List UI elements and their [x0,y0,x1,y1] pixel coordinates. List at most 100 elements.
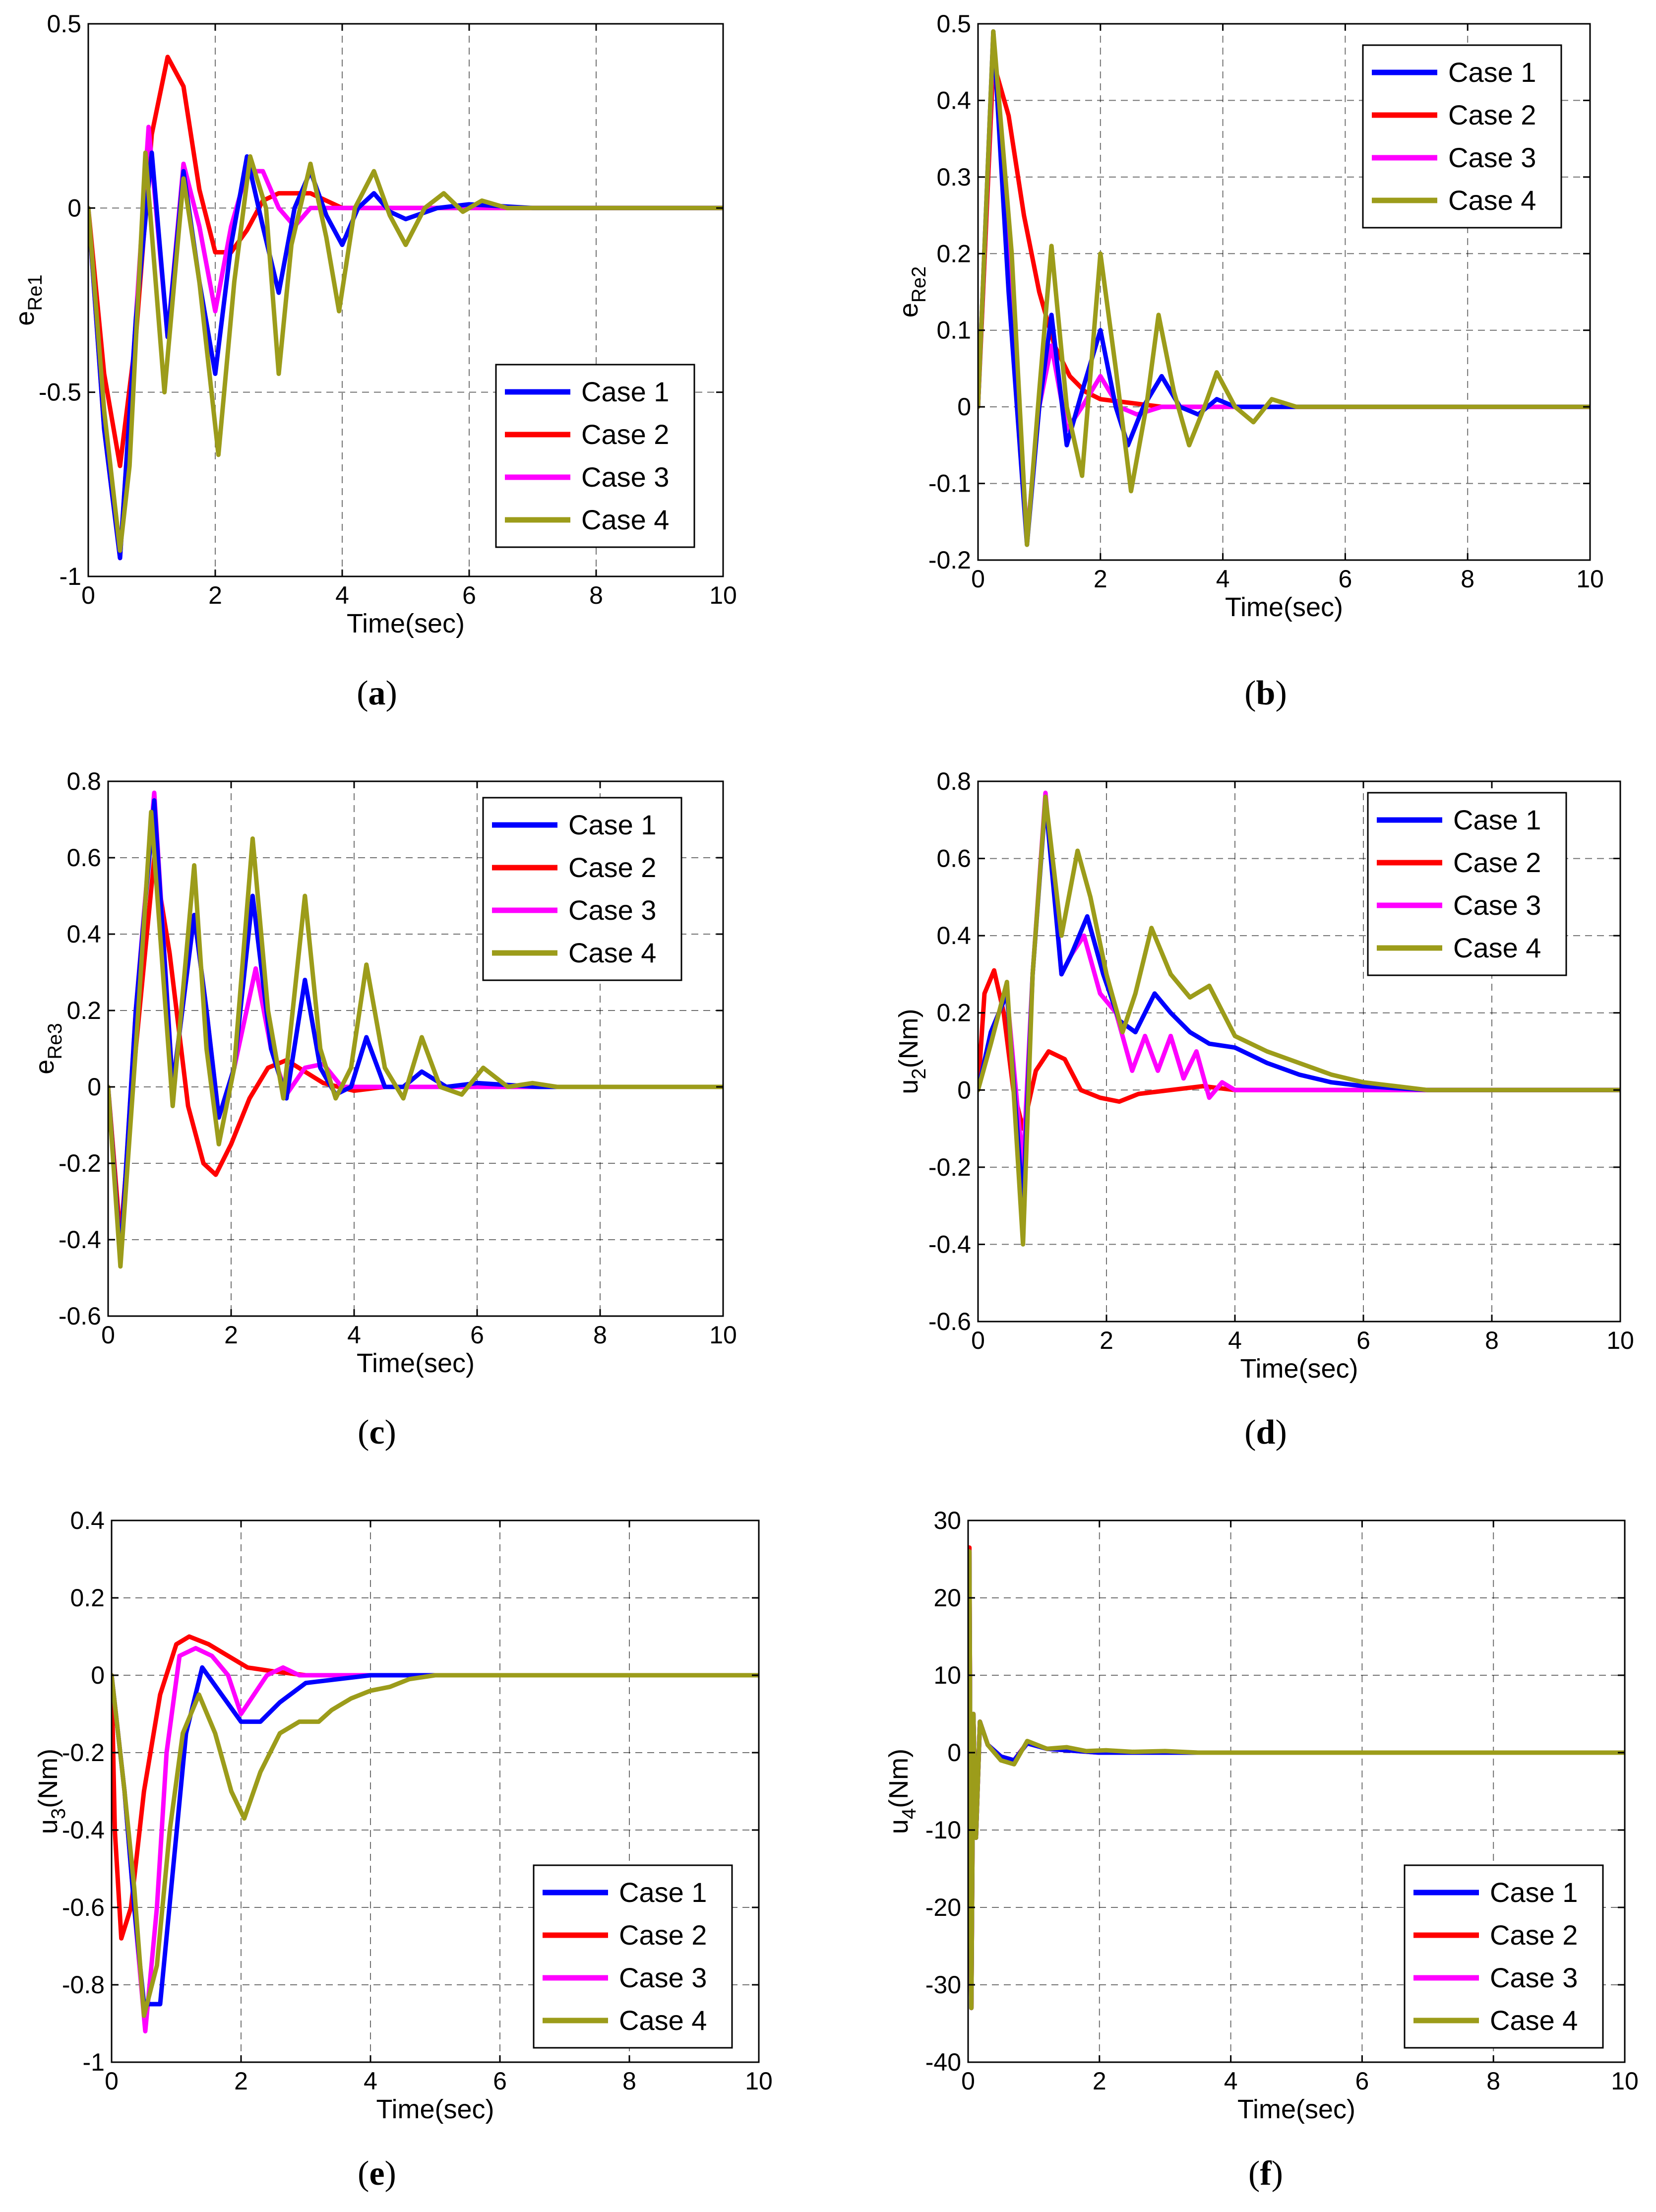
y-tick-label: -0.6 [62,1894,105,1921]
y-tick-label: 0.2 [936,999,971,1027]
x-tick-label: 4 [1216,565,1230,593]
x-tick-label: 2 [1100,1327,1113,1354]
x-tick-label: 8 [622,2067,636,2095]
legend-label-case-1: Case 1 [1448,57,1536,88]
legend-label-case-1: Case 1 [619,1877,707,1908]
x-tick-label: 8 [589,581,603,609]
axes-box [977,23,1591,561]
legend-label-case-3: Case 3 [581,461,669,493]
legend: Case 1 Case 2 Case 3 Case 4 [533,1864,733,2049]
y-tick-label: 0.4 [936,86,971,114]
series-group [978,29,1590,547]
x-axis-label: Time(sec) [1240,1354,1358,1384]
x-tick-label: 0 [101,1321,115,1349]
x-tick-label: 4 [335,581,349,609]
y-tick-label: -30 [925,1971,961,1999]
legend-label-case-3: Case 3 [1448,142,1536,173]
y-tick-label: 0.4 [936,922,971,949]
legend-box [482,797,682,981]
legend-box [495,364,695,548]
x-tick-label: 2 [208,581,222,609]
legend-box [1404,1864,1604,2049]
y-tick-label: 0.2 [66,997,101,1024]
axes-box [87,23,724,577]
y-axis-label: eRe2 [894,266,930,317]
y-tick-label: -40 [925,2048,961,2076]
y-tick-label: 0 [67,194,81,222]
legend-label-case-4: Case 4 [1448,185,1536,216]
y-tick-label: 0.4 [66,920,101,948]
series-line-case-4 [968,1549,1625,2011]
legend-label-case-1: Case 1 [581,376,669,407]
x-axis-label: Time(sec) [1237,2094,1355,2124]
chart-panel-d: 0 2 4 6 8 10 -0.6 -0.4 -0.2 0 0.2 0.4 0.6 0.8 Time(sec… [894,767,1634,1452]
legend-label-case-1: Case 1 [1453,804,1541,835]
legend: Case 1 Case 2 Case 3 Case 4 [1404,1864,1604,2049]
y-axis-label: u4(Nm) [884,1749,920,1834]
y-tick-label: 0 [957,1076,971,1104]
x-tick-label: 8 [593,1321,607,1349]
x-tick-label: 10 [745,2067,773,2095]
y-tick-label: -0.4 [59,1226,101,1254]
x-tick-label: 4 [1224,2067,1238,2095]
series-line-case-4 [108,810,723,1269]
x-tick-label: 0 [971,565,985,593]
legend-box [533,1864,733,2049]
y-tick-label: -0.2 [62,1739,105,1767]
y-tick-label: -0.2 [59,1149,101,1177]
legend: Case 1 Case 2 Case 3 Case 4 [1362,44,1562,229]
x-axis-label: Time(sec) [347,609,465,638]
series-line-case-1 [88,150,723,561]
y-tick-label: -0.2 [928,1153,971,1181]
legend-box [1367,792,1567,976]
y-tick-label: 0.5 [47,10,81,38]
y-tick-label: 0 [957,393,971,421]
y-tick-label: 0.1 [936,316,971,344]
y-tick-label: -0.2 [928,546,971,574]
x-tick-label: 6 [470,1321,484,1349]
chart-panel-b: 0 2 4 6 8 10 -0.2 -0.1 0 0.1 0.2 0.3 0.4 0.5 Time(sec)… [894,10,1604,712]
y-tick-label: 0 [87,1073,101,1101]
x-tick-label: 6 [1355,2067,1369,2095]
legend-label-case-1: Case 1 [568,809,656,840]
y-tick-label: 0.4 [70,1507,105,1534]
legend-label-case-4: Case 4 [568,937,656,968]
y-tick-label: -0.8 [62,1971,105,1999]
x-axis-label: Time(sec) [376,2094,494,2124]
legend-label-case-4: Case 4 [619,2005,707,2036]
x-tick-label: 4 [364,2067,377,2095]
legend-label-case-2: Case 2 [581,419,669,450]
series-group [88,55,723,561]
legend-box [1362,44,1562,229]
x-tick-label: 10 [709,581,737,609]
y-tick-label: -20 [925,1894,961,1921]
x-tick-label: 6 [462,581,476,609]
y-tick-label: -0.4 [62,1816,105,1844]
y-tick-label: -0.1 [928,470,971,498]
axes-box [977,780,1621,1323]
panel-caption: (a) [357,674,397,712]
legend-label-case-2: Case 2 [568,852,656,883]
y-tick-label: 0.2 [936,240,971,267]
y-tick-label: 0.8 [936,767,971,795]
y-axis-label: u2(Nm) [894,1009,930,1094]
y-tick-label: 0.5 [936,10,971,38]
x-tick-label: 10 [709,1321,737,1349]
x-tick-label: 10 [1576,565,1604,593]
legend: Case 1 Case 2 Case 3 Case 4 [482,797,682,981]
y-tick-label: 20 [933,1584,961,1612]
x-tick-label: 8 [1461,565,1474,593]
x-tick-label: 6 [493,2067,507,2095]
chart-panel-e: 0 2 4 6 8 10 -1 -0.8 -0.6 -0.4 -0.2 0 0.2 0.4 Time(sec… [33,1507,773,2193]
series-line-case-4 [978,794,1620,1247]
axes-box [107,780,724,1317]
legend-label-case-3: Case 3 [1453,889,1541,921]
series-line-case-4 [88,150,723,553]
y-axis-label: u3(Nm) [33,1749,69,1834]
axes-box [967,1519,1626,2063]
y-tick-label: -10 [925,1816,961,1844]
y-tick-label: 0.2 [70,1584,105,1612]
x-axis-label: Time(sec) [1225,592,1343,622]
y-tick-label: -0.5 [39,379,81,406]
